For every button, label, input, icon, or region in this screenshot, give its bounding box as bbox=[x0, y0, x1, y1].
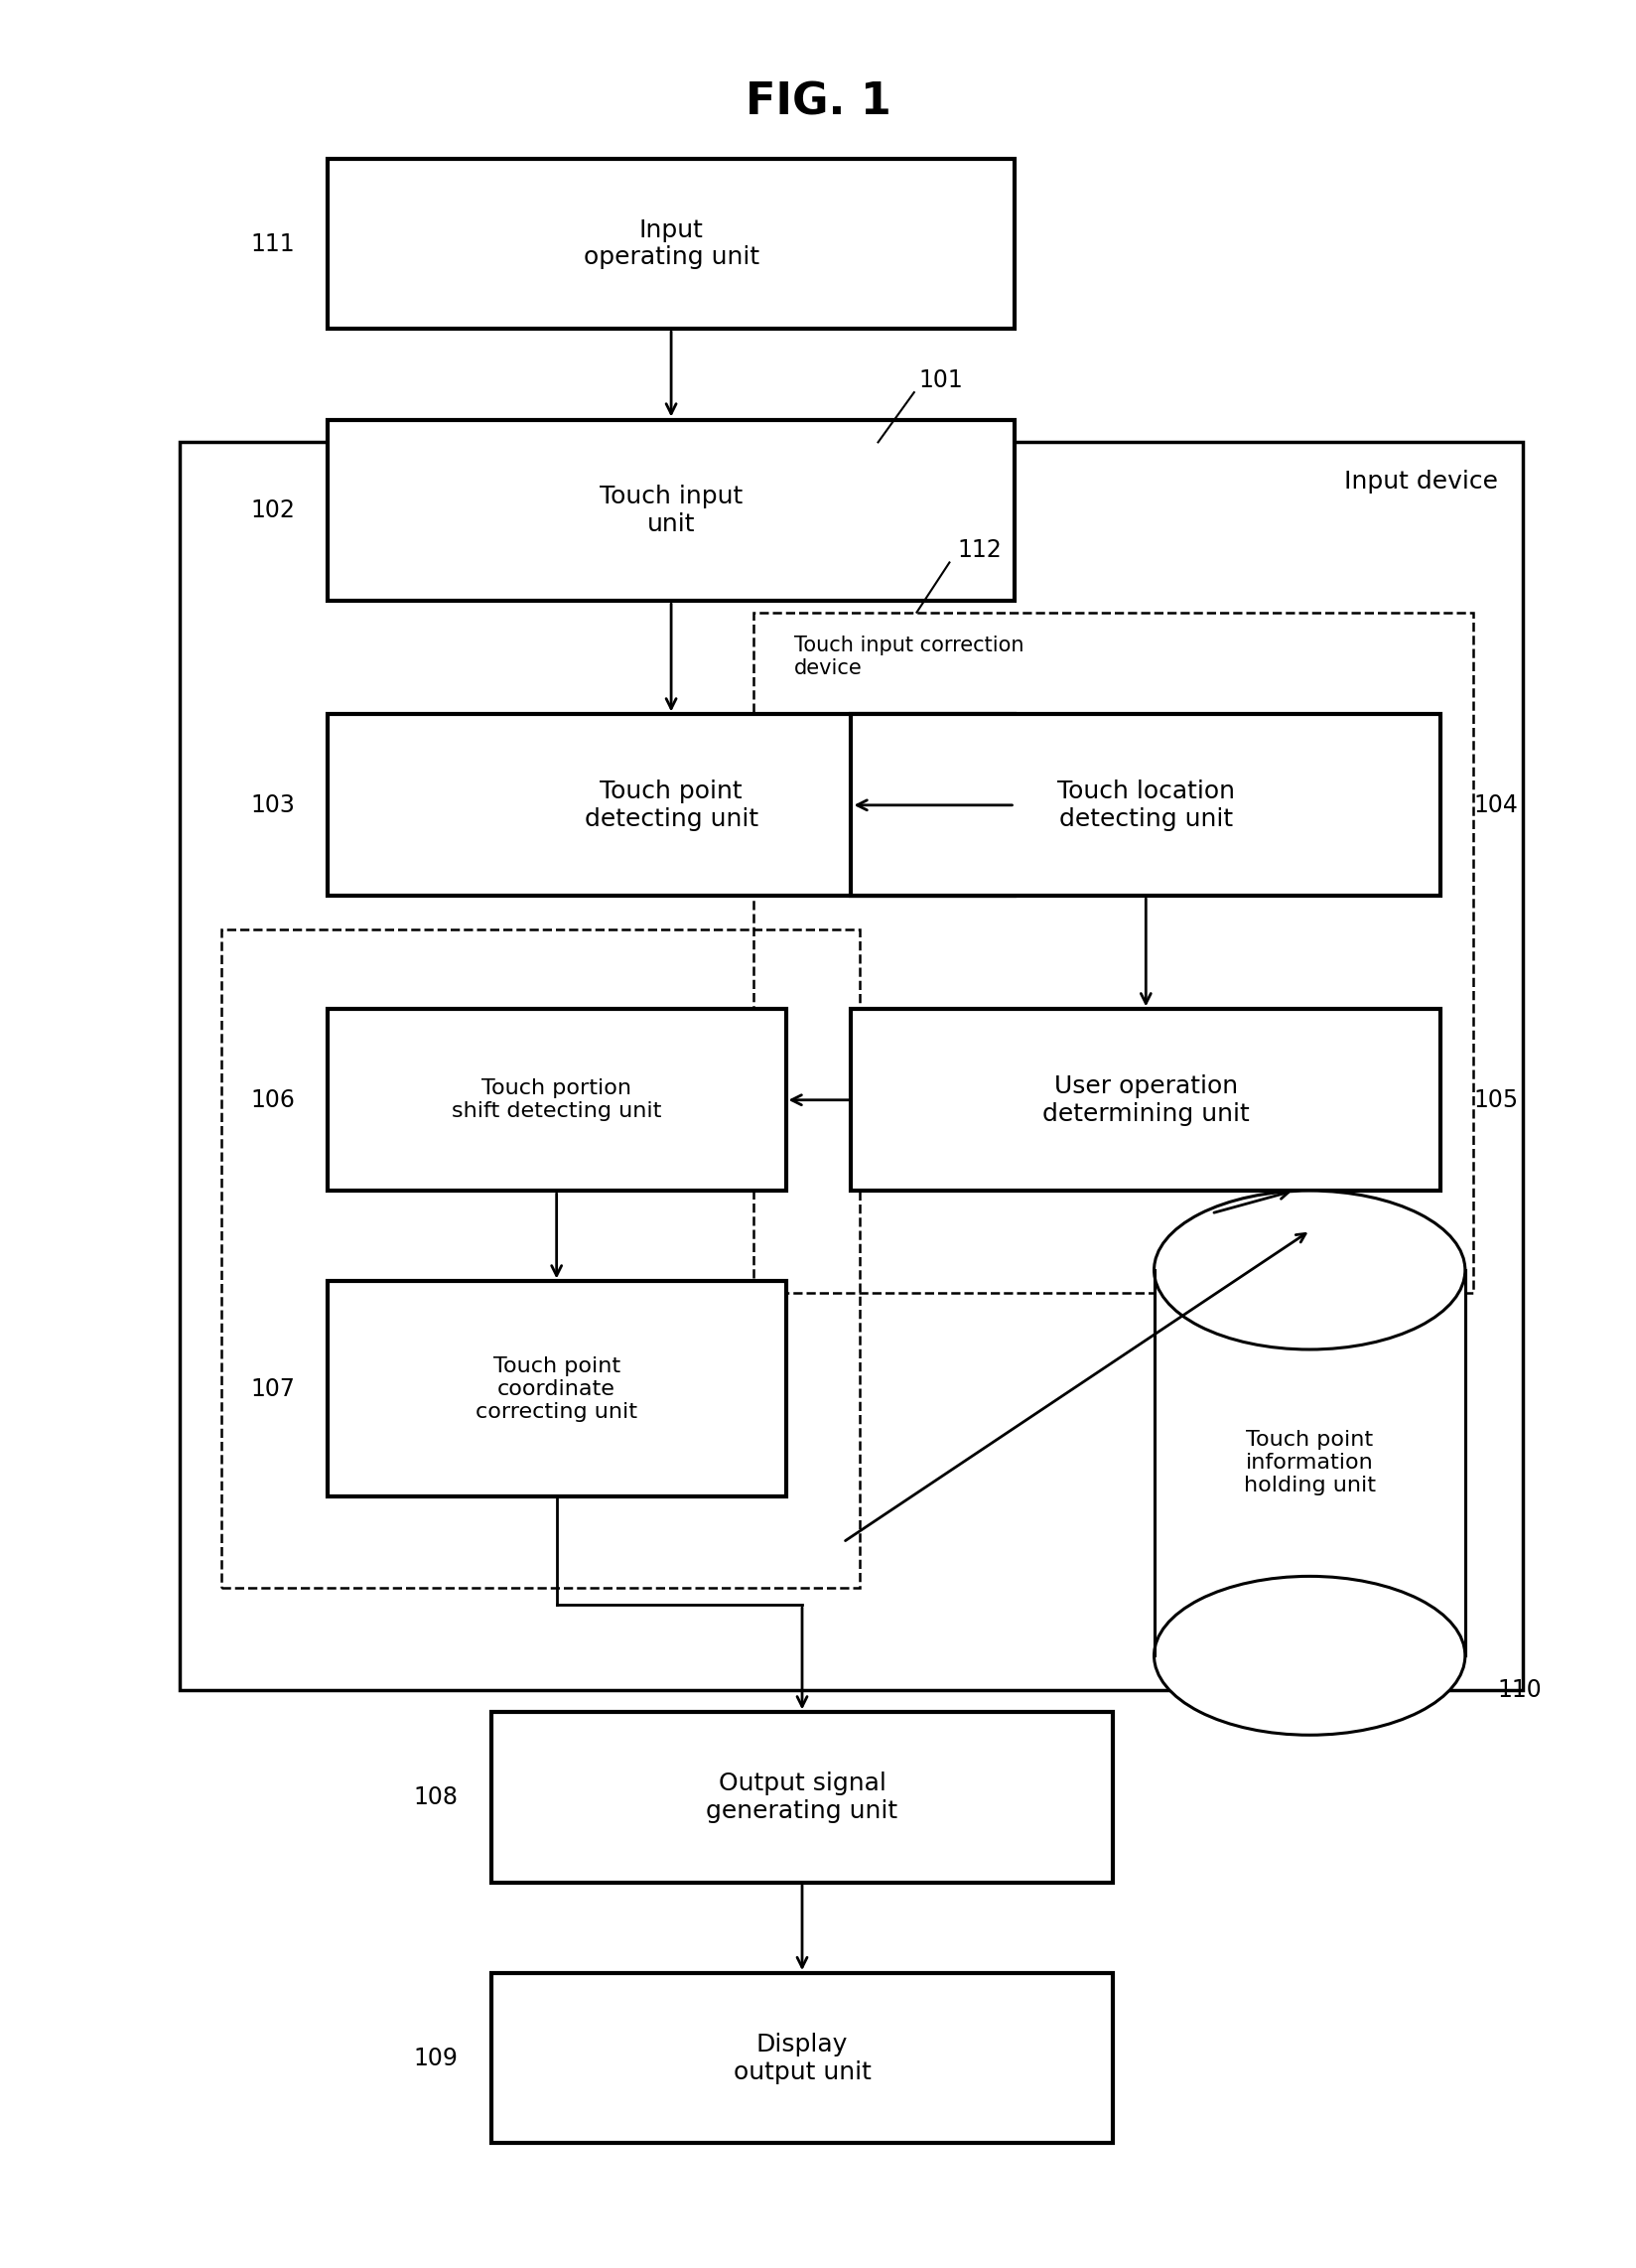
Text: 102: 102 bbox=[250, 499, 294, 522]
Bar bbox=[1153, 1270, 1464, 1656]
Text: Touch point
coordinate
correcting unit: Touch point coordinate correcting unit bbox=[476, 1356, 636, 1422]
Text: 110: 110 bbox=[1497, 1678, 1541, 1703]
Text: 112: 112 bbox=[957, 538, 1001, 562]
Text: 101: 101 bbox=[918, 367, 964, 392]
Text: Display
output unit: Display output unit bbox=[733, 2032, 870, 2084]
Text: 108: 108 bbox=[414, 1785, 458, 1810]
Text: Input
operating unit: Input operating unit bbox=[582, 218, 759, 270]
Text: Touch input
unit: Touch input unit bbox=[599, 485, 743, 535]
Ellipse shape bbox=[1153, 1191, 1464, 1349]
Text: Output signal
generating unit: Output signal generating unit bbox=[705, 1771, 898, 1823]
Bar bbox=[180, 442, 1521, 1690]
Text: FIG. 1: FIG. 1 bbox=[744, 82, 892, 122]
Bar bbox=[221, 930, 859, 1588]
Text: 104: 104 bbox=[1472, 794, 1517, 816]
Text: 105: 105 bbox=[1472, 1089, 1517, 1111]
Bar bbox=[851, 1009, 1440, 1191]
Text: Touch location
detecting unit: Touch location detecting unit bbox=[1057, 780, 1234, 830]
Bar bbox=[753, 612, 1472, 1293]
Bar bbox=[1158, 1270, 1459, 1656]
Text: Input device: Input device bbox=[1343, 469, 1497, 494]
Text: 106: 106 bbox=[250, 1089, 294, 1111]
Bar bbox=[327, 159, 1014, 329]
Bar bbox=[327, 1281, 785, 1497]
Bar bbox=[327, 714, 1014, 896]
Bar bbox=[491, 1712, 1112, 1882]
Text: Touch portion
shift detecting unit: Touch portion shift detecting unit bbox=[452, 1080, 661, 1120]
Text: 107: 107 bbox=[250, 1377, 294, 1402]
Text: 111: 111 bbox=[250, 231, 294, 256]
Ellipse shape bbox=[1153, 1576, 1464, 1735]
Bar bbox=[491, 1973, 1112, 2143]
Bar bbox=[327, 420, 1014, 601]
Text: 109: 109 bbox=[414, 2046, 458, 2071]
Text: Touch point
information
holding unit: Touch point information holding unit bbox=[1243, 1429, 1374, 1497]
Text: Touch input correction
device: Touch input correction device bbox=[793, 635, 1022, 678]
Text: Touch point
detecting unit: Touch point detecting unit bbox=[584, 780, 757, 830]
Text: User operation
determining unit: User operation determining unit bbox=[1042, 1075, 1248, 1125]
Text: 103: 103 bbox=[250, 794, 294, 816]
Bar bbox=[851, 714, 1440, 896]
Bar bbox=[327, 1009, 785, 1191]
